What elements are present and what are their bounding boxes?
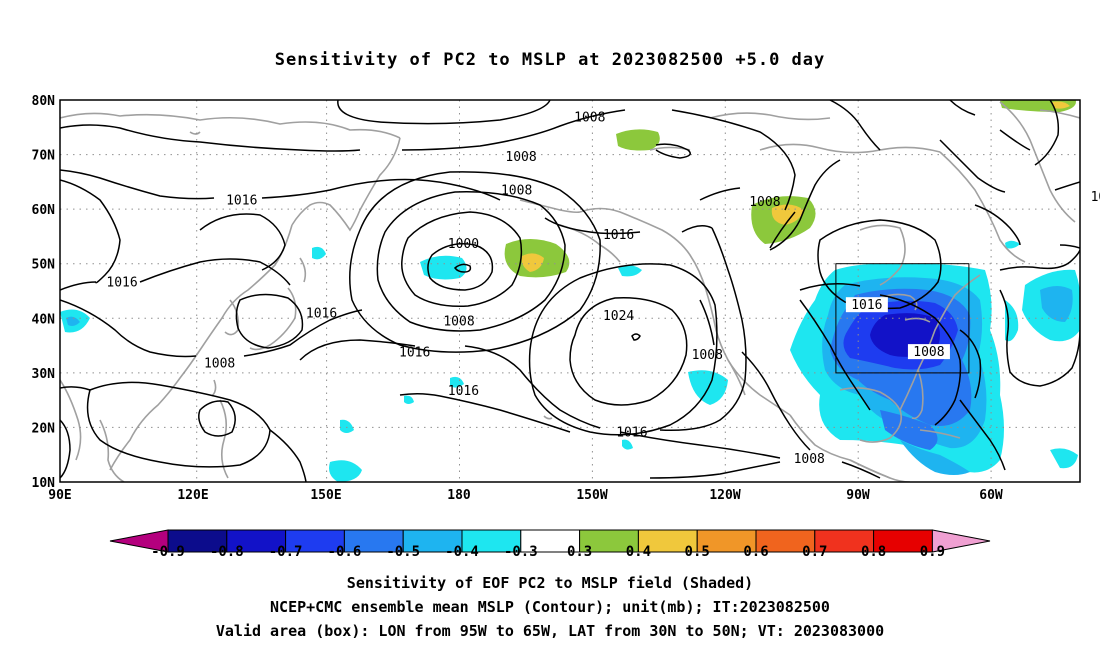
map-frame	[59, 99, 1081, 483]
colorbar-label: 0.9	[920, 544, 945, 560]
contour-label: 1008	[1091, 190, 1100, 205]
contour-label: 1016	[851, 298, 882, 313]
colorbar-label: -0.4	[445, 544, 479, 560]
colorbar-label: 0.6	[743, 544, 768, 560]
lon-tick-label: 150W	[576, 488, 607, 503]
figure-title: Sensitivity of PC2 to MSLP at 2023082500…	[274, 50, 826, 70]
colorbar-label: -0.9	[151, 544, 185, 560]
contour-label: 1016	[226, 193, 257, 208]
colorbar-label: -0.5	[386, 544, 420, 560]
lon-tick-label: 150E	[310, 488, 341, 503]
colorbar-label: 0.7	[802, 544, 827, 560]
contour-label: 1016	[603, 228, 634, 243]
contour-label: 1008	[692, 348, 723, 363]
caption-line-1: Sensitivity of EOF PC2 to MSLP field (Sh…	[346, 574, 754, 592]
lon-tick-label: 120E	[177, 488, 208, 503]
contour-label: 1016	[399, 346, 430, 361]
latitude-tick-labels: 80N 70N 60N 50N 40N 30N 20N 10N	[32, 94, 56, 491]
contour-label: 1016	[306, 306, 337, 321]
colorbar-label: -0.8	[210, 544, 244, 560]
contour-label: 1008	[443, 315, 474, 330]
colorbar-label: -0.3	[504, 544, 538, 560]
colorbar-label: 0.5	[685, 544, 710, 560]
lat-tick-label: 10N	[32, 476, 56, 491]
lat-tick-label: 80N	[32, 94, 56, 109]
contour-labels: 1008 1008 1016 1008 1008 1008 1016 1016 1016 1000…	[106, 110, 1100, 467]
contour-label: 1024	[603, 309, 634, 324]
colorbar-high-triangle	[931, 529, 991, 553]
lon-tick-label: 180	[447, 488, 471, 503]
longitude-tick-labels: 90E 120E 150E 180 150W 120W 90W 60W	[48, 488, 1003, 503]
lat-tick-label: 60N	[32, 203, 56, 218]
lat-tick-label: 30N	[32, 367, 56, 382]
contour-label: 1008	[749, 195, 780, 210]
contour-label: 1000	[448, 237, 479, 252]
lat-tick-label: 20N	[32, 421, 56, 436]
contour-label: 1008	[913, 345, 944, 360]
colorbar-label: 0.4	[626, 544, 651, 560]
valid-area-box	[835, 263, 970, 374]
contour-label: 1016	[106, 275, 137, 290]
colorbar: -0.9 -0.8 -0.7 -0.6 -0.5 -0.4 -0.3 0.3 0.4 0.5 0.6…	[109, 529, 991, 560]
contour-label-background	[845, 297, 888, 313]
lon-tick-label: 120W	[709, 488, 740, 503]
colorbar-label: 0.3	[567, 544, 592, 560]
grid-lines	[60, 100, 1080, 482]
colorbar-label: -0.6	[328, 544, 362, 560]
contour-label: 1016	[448, 384, 479, 399]
lon-tick-label: 60W	[979, 488, 1003, 503]
shaded-sensitivity	[60, 100, 1080, 482]
contour-label: 1008	[204, 357, 235, 372]
lon-tick-label: 90E	[48, 488, 71, 503]
contour-label: 1008	[505, 150, 536, 165]
lat-tick-label: 50N	[32, 258, 56, 273]
contour-label: 1008	[794, 452, 825, 467]
caption-line-2: NCEP+CMC ensemble mean MSLP (Contour); u…	[270, 598, 830, 616]
lon-tick-label: 90W	[846, 488, 870, 503]
lat-tick-label: 40N	[32, 312, 56, 327]
colorbar-label: 0.8	[861, 544, 886, 560]
contour-label-background	[907, 344, 950, 360]
contour-label: 1008	[574, 110, 605, 125]
contour-label: 1008	[501, 184, 532, 199]
mslp-contours	[60, 100, 1080, 482]
contour-label: 1016	[616, 425, 647, 440]
caption-line-3: Valid area (box): LON from 95W to 65W, L…	[215, 622, 885, 640]
colorbar-label: -0.7	[269, 544, 303, 560]
colorbar-low-triangle	[109, 529, 169, 553]
lat-tick-label: 70N	[32, 149, 56, 164]
